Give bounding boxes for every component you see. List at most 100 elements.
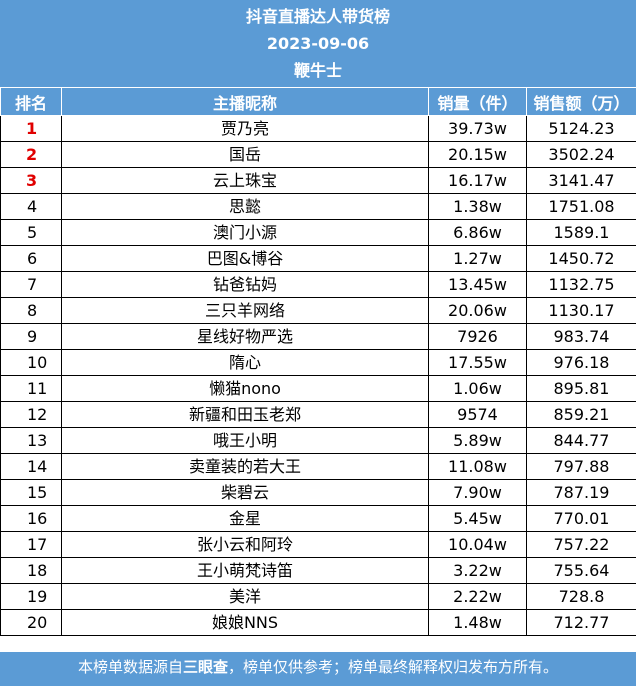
footer-prefix: 本榜单数据源自 bbox=[77, 658, 183, 676]
table-row: 10 隋心 17.55w 976.18 bbox=[0, 349, 636, 376]
streamer-name-cell: 金星 bbox=[61, 505, 429, 532]
ranking-date: 2023-09-06 bbox=[266, 34, 370, 53]
revenue-cell: 859.21 bbox=[526, 401, 636, 428]
table-row: 8 三只羊网络 20.06w 1130.17 bbox=[0, 297, 636, 324]
rank-cell: 5 bbox=[0, 219, 62, 246]
revenue-cell: 3141.47 bbox=[526, 167, 636, 194]
table-row: 15 柴碧云 7.90w 787.19 bbox=[0, 479, 636, 506]
sales-cell: 1.27w bbox=[428, 245, 527, 272]
rank-cell: 2 bbox=[0, 141, 62, 168]
streamer-name-cell: 张小云和阿玲 bbox=[61, 531, 429, 558]
sales-cell: 39.73w bbox=[428, 115, 527, 142]
sales-cell: 1.06w bbox=[428, 375, 527, 402]
table-row: 16 金星 5.45w 770.01 bbox=[0, 505, 636, 532]
streamer-name-cell: 王小萌梵诗笛 bbox=[61, 557, 429, 584]
revenue-cell: 728.8 bbox=[526, 583, 636, 610]
sales-cell: 1.38w bbox=[428, 193, 527, 220]
sales-cell: 20.15w bbox=[428, 141, 527, 168]
table-row: 12 新疆和田玉老郑 9574 859.21 bbox=[0, 401, 636, 428]
revenue-cell: 755.64 bbox=[526, 557, 636, 584]
table-row: 17 张小云和阿玲 10.04w 757.22 bbox=[0, 531, 636, 558]
sales-cell: 9574 bbox=[428, 401, 527, 428]
rank-cell: 19 bbox=[0, 583, 62, 610]
streamer-name-cell: 星线好物严选 bbox=[61, 323, 429, 350]
ranking-table-body: 1 贾乃亮 39.73w 5124.23 2 国岳 20.15w 3502.24 3 云上珠宝 16… bbox=[0, 115, 636, 636]
streamer-name-cell: 美洋 bbox=[61, 583, 429, 610]
table-row: 18 王小萌梵诗笛 3.22w 755.64 bbox=[0, 557, 636, 584]
sales-cell: 13.45w bbox=[428, 271, 527, 298]
revenue-cell: 1132.75 bbox=[526, 271, 636, 298]
rank-cell: 10 bbox=[0, 349, 62, 376]
table-row: 1 贾乃亮 39.73w 5124.23 bbox=[0, 115, 636, 142]
table-row: 20 娘娘NNS 1.48w 712.77 bbox=[0, 609, 636, 636]
rank-cell: 12 bbox=[0, 401, 62, 428]
table-row: 2 国岳 20.15w 3502.24 bbox=[0, 141, 636, 168]
revenue-cell: 976.18 bbox=[526, 349, 636, 376]
table-row: 4 思懿 1.38w 1751.08 bbox=[0, 193, 636, 220]
rank-cell: 7 bbox=[0, 271, 62, 298]
streamer-name-cell: 卖童装的若大王 bbox=[61, 453, 429, 480]
table-row: 7 钻爸钻妈 13.45w 1132.75 bbox=[0, 271, 636, 298]
column-header-sales: 销量（件） bbox=[428, 87, 527, 116]
column-header-revenue: 销售额（万） bbox=[526, 87, 636, 116]
footer-suffix: ，榜单仅供参考；榜单最终解释权归发布方所有。 bbox=[228, 658, 559, 676]
sales-cell: 11.08w bbox=[428, 453, 527, 480]
sales-cell: 16.17w bbox=[428, 167, 527, 194]
revenue-cell: 770.01 bbox=[526, 505, 636, 532]
sales-cell: 1.48w bbox=[428, 609, 527, 636]
rank-cell: 13 bbox=[0, 427, 62, 454]
revenue-cell: 5124.23 bbox=[526, 115, 636, 142]
sales-cell: 7926 bbox=[428, 323, 527, 350]
column-header-rank: 排名 bbox=[0, 87, 62, 116]
streamer-name-cell: 柴碧云 bbox=[61, 479, 429, 506]
streamer-name-cell: 云上珠宝 bbox=[61, 167, 429, 194]
table-row: 19 美洋 2.22w 728.8 bbox=[0, 583, 636, 610]
revenue-cell: 983.74 bbox=[526, 323, 636, 350]
streamer-name-cell: 哦王小明 bbox=[61, 427, 429, 454]
revenue-cell: 1751.08 bbox=[526, 193, 636, 220]
revenue-cell: 787.19 bbox=[526, 479, 636, 506]
category-label: 鞭牛士 bbox=[293, 61, 342, 80]
rank-cell: 20 bbox=[0, 609, 62, 636]
revenue-cell: 895.81 bbox=[526, 375, 636, 402]
rank-cell: 9 bbox=[0, 323, 62, 350]
table-row: 14 卖童装的若大王 11.08w 797.88 bbox=[0, 453, 636, 480]
rank-cell: 11 bbox=[0, 375, 62, 402]
streamer-name-cell: 思懿 bbox=[61, 193, 429, 220]
footer-source: 三眼查 bbox=[182, 658, 228, 676]
rank-cell: 15 bbox=[0, 479, 62, 506]
revenue-cell: 797.88 bbox=[526, 453, 636, 480]
revenue-cell: 1130.17 bbox=[526, 297, 636, 324]
streamer-name-cell: 懒猫nono bbox=[61, 375, 429, 402]
table-row: 11 懒猫nono 1.06w 895.81 bbox=[0, 375, 636, 402]
streamer-name-cell: 国岳 bbox=[61, 141, 429, 168]
revenue-cell: 3502.24 bbox=[526, 141, 636, 168]
revenue-cell: 844.77 bbox=[526, 427, 636, 454]
footer-note: 本榜单数据源自三眼查，榜单仅供参考；榜单最终解释权归发布方所有。 bbox=[0, 652, 636, 686]
rank-cell: 4 bbox=[0, 193, 62, 220]
streamer-name-cell: 娘娘NNS bbox=[61, 609, 429, 636]
rank-cell: 18 bbox=[0, 557, 62, 584]
page-title: 抖音直播达人带货榜 bbox=[245, 7, 390, 26]
sales-cell: 7.90w bbox=[428, 479, 527, 506]
sales-cell: 10.04w bbox=[428, 531, 527, 558]
rank-cell: 14 bbox=[0, 453, 62, 480]
streamer-name-cell: 澳门小源 bbox=[61, 219, 429, 246]
rank-cell: 17 bbox=[0, 531, 62, 558]
streamer-name-cell: 贾乃亮 bbox=[61, 115, 429, 142]
streamer-name-cell: 钻爸钻妈 bbox=[61, 271, 429, 298]
sales-cell: 5.45w bbox=[428, 505, 527, 532]
table-header-row: 排名 主播昵称 销量（件） 销售额（万） bbox=[0, 87, 636, 116]
table-row: 13 哦王小明 5.89w 844.77 bbox=[0, 427, 636, 454]
table-row: 6 巴图&博谷 1.27w 1450.72 bbox=[0, 245, 636, 272]
rank-cell: 16 bbox=[0, 505, 62, 532]
revenue-cell: 1450.72 bbox=[526, 245, 636, 272]
sales-cell: 2.22w bbox=[428, 583, 527, 610]
rank-cell: 6 bbox=[0, 245, 62, 272]
rank-cell: 1 bbox=[0, 115, 62, 142]
rank-cell: 3 bbox=[0, 167, 62, 194]
sales-cell: 3.22w bbox=[428, 557, 527, 584]
title-banner: 抖音直播达人带货榜 2023-09-06 鞭牛士 bbox=[0, 0, 636, 87]
column-header-streamer: 主播昵称 bbox=[61, 87, 429, 116]
revenue-cell: 712.77 bbox=[526, 609, 636, 636]
